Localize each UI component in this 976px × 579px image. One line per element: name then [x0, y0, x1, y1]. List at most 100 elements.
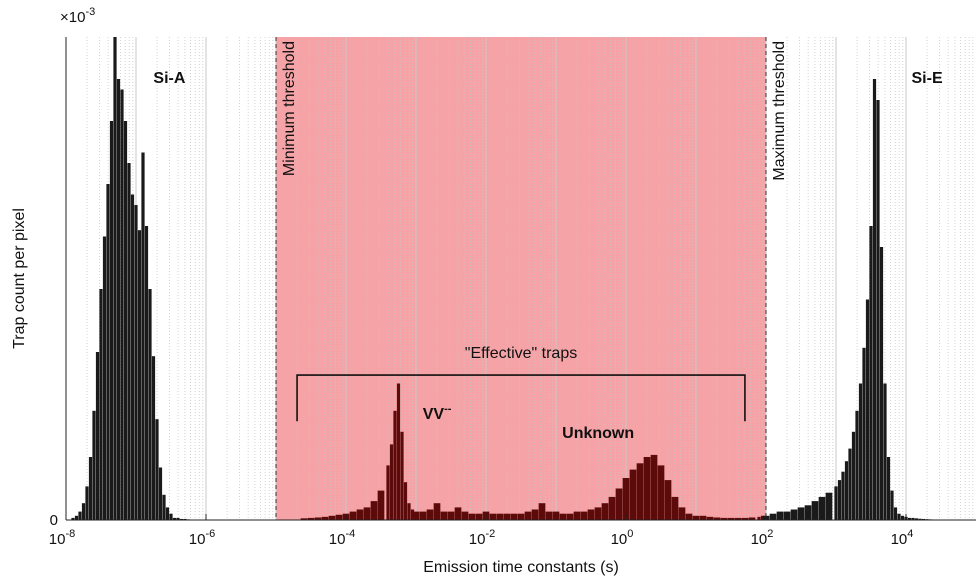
y-multiplier: ×10-3 [60, 6, 95, 26]
bar [897, 513, 901, 520]
bar [790, 509, 798, 520]
bar [412, 511, 420, 520]
bar [419, 511, 427, 520]
bar [109, 121, 114, 520]
bar [137, 230, 142, 520]
bar [410, 509, 415, 520]
bar [120, 89, 124, 520]
bar [678, 507, 686, 520]
bar [837, 480, 842, 520]
bar [517, 513, 525, 520]
bar [370, 501, 378, 520]
bar [911, 517, 915, 520]
bar [865, 299, 870, 520]
bar [183, 518, 187, 520]
bar [907, 517, 912, 520]
bar [99, 289, 103, 520]
bar [769, 513, 777, 520]
bar [643, 457, 651, 520]
bar [797, 507, 805, 520]
bar [403, 482, 408, 520]
bar [524, 511, 532, 520]
bar [531, 509, 539, 520]
effective-traps-bracket: "Effective" traps [296, 345, 746, 422]
bar [393, 410, 397, 520]
bar [692, 515, 700, 520]
bar [377, 490, 385, 520]
bar [834, 486, 838, 520]
x-tick-label: 10-6 [189, 528, 215, 548]
bar [706, 516, 714, 520]
bar [636, 463, 644, 520]
bar [162, 494, 166, 520]
bar [349, 511, 357, 520]
bar [918, 518, 922, 520]
shaded-region [276, 37, 766, 520]
bar [615, 488, 623, 520]
bracket [296, 374, 746, 422]
bracket-label: "Effective" traps [465, 345, 577, 362]
bar [85, 486, 89, 520]
bar [321, 516, 329, 520]
bar [760, 515, 765, 520]
bar [123, 121, 128, 520]
bar [629, 469, 637, 520]
bar [489, 513, 497, 520]
bar [720, 517, 728, 520]
bar [116, 79, 121, 520]
bar [900, 515, 905, 520]
bar [869, 226, 873, 520]
bar [657, 465, 665, 520]
bar [440, 511, 448, 520]
bar [811, 501, 819, 520]
bar [757, 516, 761, 520]
bar [538, 503, 546, 520]
bar [848, 448, 852, 520]
bar [78, 511, 82, 520]
bar [151, 356, 156, 520]
bar [671, 496, 679, 520]
bar [335, 514, 343, 520]
bar [130, 194, 135, 520]
bar [734, 517, 742, 520]
threshold-label: Maximum threshold [771, 41, 788, 181]
bar [879, 247, 884, 520]
bar [890, 490, 894, 520]
bar [510, 513, 518, 520]
bar [95, 352, 100, 520]
bar [148, 289, 152, 520]
bar [74, 515, 79, 520]
bar [818, 496, 826, 520]
x-tick-label: 10-8 [49, 528, 75, 548]
x-tick-label: 102 [751, 528, 774, 548]
bar [594, 507, 602, 520]
bar [71, 517, 75, 520]
y-axis-title: Trap count per pixel [11, 208, 28, 349]
bar [713, 517, 721, 520]
annotation: Unknown [562, 425, 634, 442]
threshold-label: Minimum threshold [281, 41, 298, 176]
bar [622, 478, 630, 520]
bar [300, 518, 308, 520]
x-tick-label: 100 [611, 528, 634, 548]
bar [92, 410, 96, 520]
bar [862, 347, 866, 520]
effective-region-shade [276, 37, 766, 520]
bar [468, 513, 476, 520]
bar [699, 515, 707, 520]
x-tick-label: 10-4 [329, 528, 355, 548]
bar [608, 496, 616, 520]
bar [825, 492, 833, 520]
bar [545, 511, 553, 520]
bar [155, 419, 159, 520]
threshold-lines: Minimum threshold Maximum threshold [275, 37, 788, 520]
bar [496, 513, 504, 520]
bar [921, 518, 926, 520]
bar [134, 205, 138, 520]
bar [158, 467, 163, 520]
bar [127, 163, 131, 520]
bar [179, 518, 184, 520]
bar [88, 457, 93, 520]
bar [748, 517, 756, 520]
